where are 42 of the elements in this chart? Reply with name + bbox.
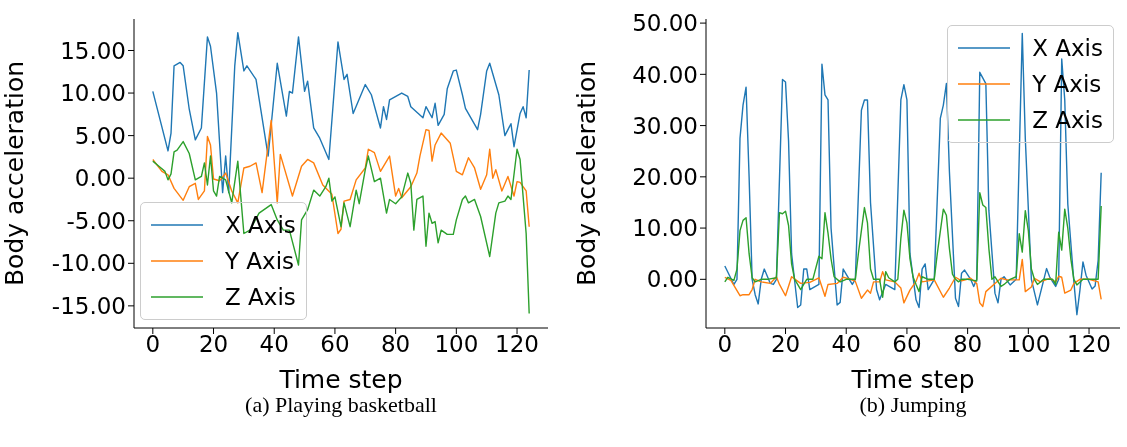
- line-series: [152, 31, 530, 194]
- x-tick-label: 120: [1067, 331, 1111, 358]
- x-tick-label: 20: [770, 331, 801, 358]
- y-tick-label: 20.00: [632, 164, 698, 190]
- y-tick-label: -5.00: [66, 207, 126, 234]
- x-tick-label: 80: [952, 331, 983, 358]
- y-tick-label: 15.00: [60, 37, 126, 64]
- x-tick-label: 60: [320, 331, 350, 358]
- y-tick-label: -10.00: [51, 250, 126, 277]
- y-axis-title: Body acceleration: [0, 60, 29, 287]
- line-series: [724, 192, 1102, 298]
- legend-label: Y Axis: [225, 248, 295, 274]
- x-tick-label: 40: [831, 331, 861, 358]
- text: (a) Playing basketball: [244, 392, 438, 418]
- line-series: [152, 119, 530, 235]
- x-tick-label: 0: [717, 331, 733, 358]
- y-tick-label: 10.00: [632, 215, 698, 242]
- line-series: [152, 140, 530, 315]
- line-series: [724, 258, 1102, 308]
- x-tick-label: 60: [892, 331, 922, 358]
- y-tick-label: 0.00: [646, 266, 698, 293]
- text: (b) Jumping: [858, 392, 967, 418]
- legend-label: Z Axis: [225, 284, 296, 310]
- x-axis-title: Time step: [278, 365, 403, 394]
- x-tick-label: 80: [380, 331, 411, 358]
- y-tick-label: 50.00: [632, 10, 698, 37]
- line-series: [724, 32, 1102, 316]
- x-tick-label: 20: [198, 331, 229, 358]
- y-tick-label: 5.00: [74, 122, 126, 149]
- y-tick-label: 40.00: [632, 61, 698, 88]
- x-axis-title: Time step: [850, 365, 975, 394]
- y-tick-label: 10.00: [60, 80, 126, 107]
- x-tick-label: 100: [1006, 331, 1051, 358]
- y-tick-label: 30.00: [632, 112, 698, 139]
- x-tick-label: 100: [434, 331, 479, 358]
- y-tick-label: -15.00: [51, 293, 126, 320]
- y-axis-title: Body acceleration: [571, 60, 601, 287]
- y-tick-label: 0.00: [74, 165, 126, 192]
- x-tick-label: 120: [495, 331, 539, 358]
- legend-label: X Axis: [1032, 35, 1103, 61]
- x-tick-label: 40: [259, 331, 289, 358]
- x-tick-label: 0: [145, 331, 161, 358]
